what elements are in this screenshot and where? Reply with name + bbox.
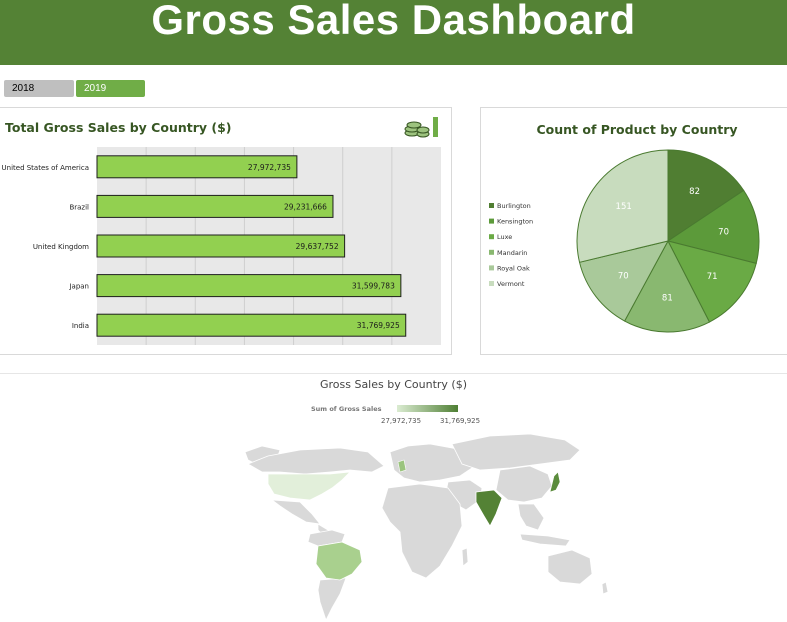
map-australia (547, 549, 593, 585)
bar (96, 155, 298, 179)
pie-data-label: 82 (689, 187, 700, 197)
map-africa (381, 483, 463, 579)
map-legend-title: Sum of Gross Sales (311, 405, 382, 413)
map-mexico (270, 499, 321, 525)
map-europe (389, 443, 473, 483)
map-legend-max: 31,769,925 (440, 417, 481, 425)
pie-data-label: 81 (662, 293, 673, 303)
dashboard-title: Gross Sales Dashboard (151, 0, 636, 43)
bar-data-label: 27,972,735 (248, 163, 291, 172)
map-new-zealand (601, 581, 609, 595)
pie-legend-swatch (489, 249, 494, 255)
bar-category-label: Japan (68, 283, 89, 291)
map-uk (397, 459, 407, 473)
bar (96, 234, 346, 258)
pie-chart: 82 70 71 81 70 151 Burlington Kensington Luxe Man… (489, 149, 760, 333)
map-madagascar (461, 547, 469, 567)
pie-legend-label: Vermont (497, 280, 525, 288)
pie-chart-panel: Count of Product by Country 82 70 71 81 70 15… (480, 107, 787, 355)
bar (96, 313, 407, 337)
pie-slice (578, 240, 669, 322)
map-southeast-asia (517, 503, 545, 531)
pie-legend-label: Burlington (497, 202, 531, 210)
pie-data-label: 70 (618, 271, 629, 281)
bar-category-label: United States of America (2, 164, 89, 172)
pie-legend-label: Kensington (497, 218, 533, 226)
pie-slice (623, 239, 711, 333)
pie-legend-swatch (489, 234, 494, 240)
bar-data-label: 29,637,752 (296, 242, 339, 251)
map-russia (451, 433, 581, 471)
pie-slice (667, 240, 757, 323)
bar-data-label: 31,769,925 (357, 321, 400, 330)
bar-chart-title: Total Gross Sales by Country ($) (5, 120, 232, 135)
pie-data-label: 151 (616, 202, 632, 212)
map-brazil (315, 541, 363, 581)
bar-chart-panel: Total Gross Sales by Country ($) 27,972,… (0, 107, 452, 355)
bar-data-label: 29,231,666 (284, 202, 327, 211)
pie-data-label: 71 (707, 272, 718, 282)
map-canada (247, 447, 385, 475)
bar (96, 274, 402, 298)
pie-slice (667, 149, 745, 242)
pie-legend-swatch (489, 203, 494, 208)
map-south-america-south (317, 577, 347, 622)
world-map (244, 433, 609, 622)
bar-category-label: Brazil (69, 203, 89, 211)
pie-chart-title: Count of Product by Country (536, 122, 738, 137)
pie-legend-swatch (489, 265, 494, 271)
map-india (475, 489, 503, 527)
map-japan (549, 471, 561, 493)
pie-data-label: 70 (718, 227, 729, 237)
map-china (495, 465, 553, 503)
pie-slice (576, 149, 669, 263)
bar-chart: 27,972,735 United States of America 29,231… (2, 147, 441, 345)
year-tab-2018[interactable]: 2018 (4, 80, 74, 97)
map-legend-min: 27,972,735 (381, 417, 422, 425)
map-legend-gradient (397, 405, 458, 412)
pie-legend-label: Luxe (497, 233, 512, 241)
map-indonesia (519, 533, 571, 547)
bar-category-label: United Kingdom (33, 243, 89, 251)
pie-slice (666, 189, 760, 264)
pie-legend-swatch (489, 281, 494, 286)
map-divider (0, 373, 787, 374)
year-tab-2019[interactable]: 2019 (76, 80, 145, 97)
bar-category-label: India (72, 322, 89, 330)
coins-icon (404, 117, 438, 138)
pie-legend-label: Royal Oak (497, 264, 530, 272)
map-usa (267, 471, 352, 501)
pie-legend-label: Mandarin (497, 249, 527, 257)
bar-data-label: 31,599,783 (352, 282, 395, 291)
header-banner: Gross Sales Dashboard (0, 0, 787, 65)
pie-legend-swatch (489, 218, 494, 224)
bar (96, 194, 334, 218)
map-title: Gross Sales by Country ($) (319, 378, 468, 391)
